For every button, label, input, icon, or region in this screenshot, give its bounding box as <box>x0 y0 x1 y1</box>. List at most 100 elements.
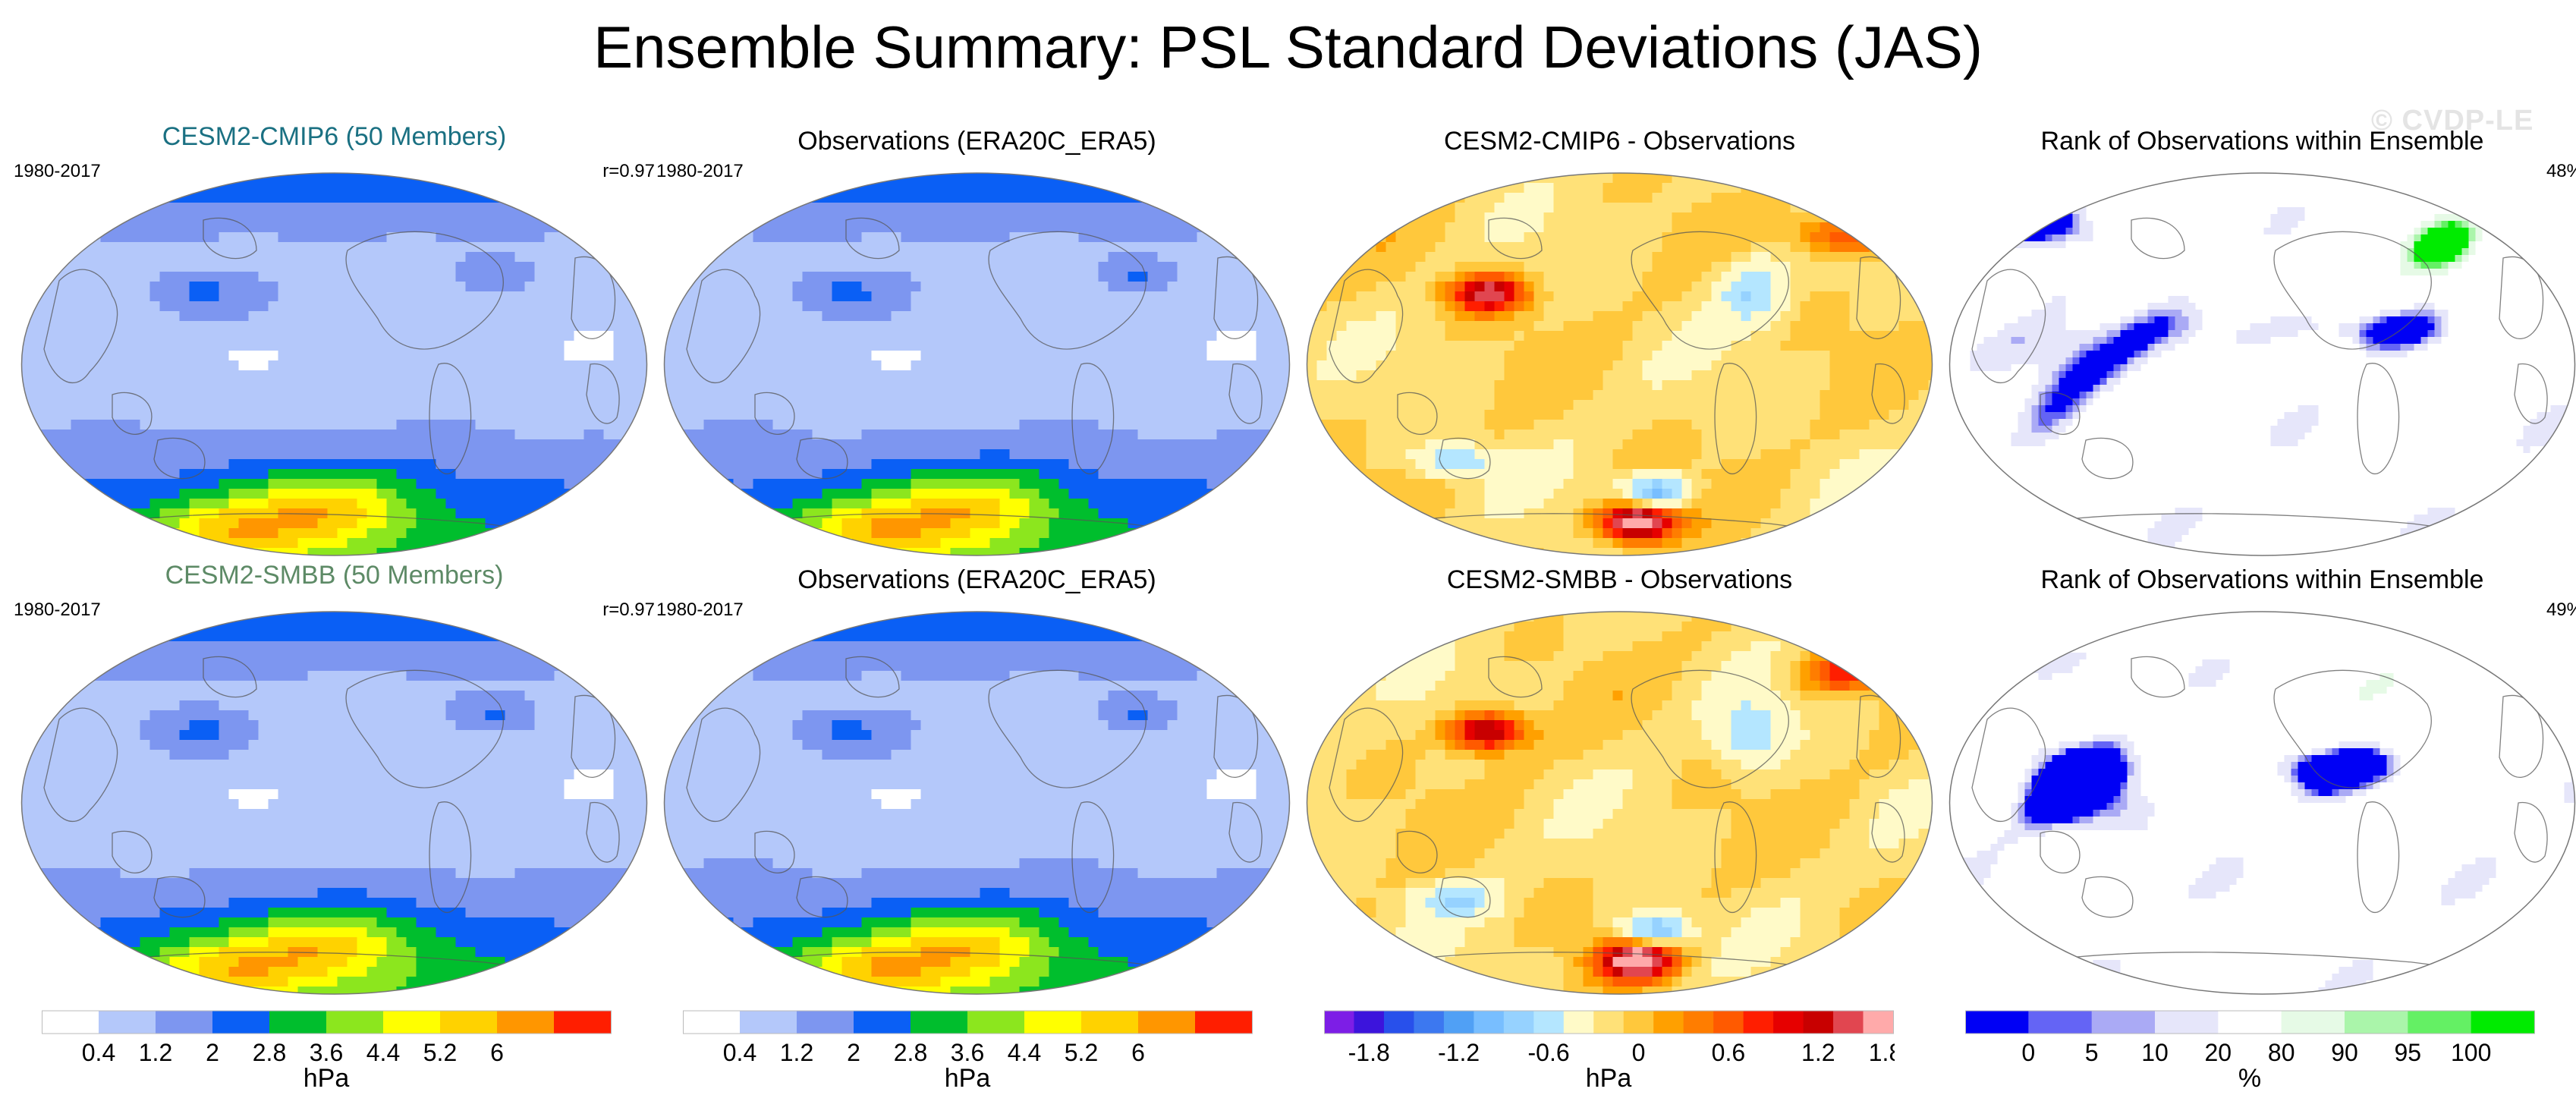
colorbar-tick-label: 0.6 <box>1712 1039 1745 1065</box>
colorbar-tick-label: 5.2 <box>1065 1039 1098 1065</box>
colorbar-tick-label: 4.4 <box>366 1039 400 1065</box>
map-heatmap <box>20 611 648 995</box>
colorbar-swatch <box>1965 1011 2029 1034</box>
colorbar: 0 5 10 20 80 90 95 100% <box>1965 1009 2535 1093</box>
map-panel: CESM2-CMIP6 (50 Members) 1980-2017 r=0.97 <box>14 121 655 562</box>
map-panel: Rank of Observations within Ensemble 48% <box>1942 121 2576 562</box>
colorbar-swatch <box>1653 1011 1684 1034</box>
colorbar-swatch <box>2218 1011 2282 1034</box>
panel-title: CESM2-CMIP6 - Observations <box>1299 126 1940 156</box>
panel-title: Rank of Observations within Ensemble <box>1942 565 2576 595</box>
map-heatmap <box>20 172 648 556</box>
colorbar-tick-label: 5 <box>2085 1039 2099 1065</box>
panel-rank-percent: 49% <box>2546 599 2576 621</box>
colorbar-swatch <box>2091 1011 2156 1034</box>
map-field <box>1949 612 2575 994</box>
colorbar-swatch <box>2408 1011 2472 1034</box>
colorbar-tick-label: 2 <box>206 1039 219 1065</box>
colorbar-swatch <box>1081 1011 1139 1034</box>
colorbar-tick-label: -1.8 <box>1348 1039 1390 1065</box>
colorbar-tick-label: 20 <box>2205 1039 2232 1065</box>
colorbar-swatch <box>2028 1011 2093 1034</box>
watermark: © CVDP-LE <box>2371 105 2534 137</box>
colorbar-swatch <box>1803 1011 1834 1034</box>
colorbar-swatch <box>911 1011 968 1034</box>
figure-title: Ensemble Summary: PSL Standard Deviation… <box>0 9 2576 85</box>
panel-period: 1980-2017 <box>656 599 744 621</box>
colorbar-tick-label: 6 <box>490 1039 504 1065</box>
colorbar-tick-label: 4.4 <box>1008 1039 1041 1065</box>
colorbar-swatch <box>1593 1011 1625 1034</box>
map-border <box>1306 611 1933 995</box>
colorbar-tick-label: 2.8 <box>253 1039 286 1065</box>
colorbar-swatch <box>1024 1011 1082 1034</box>
colorbar-unit: hPa <box>683 1064 1252 1093</box>
colorbar-swatch <box>42 1011 99 1034</box>
colorbar-swatches: 0.4 1.2 2 2.8 3.6 4.4 5.2 6 <box>42 1010 612 1065</box>
colorbar-tick-label: 1.2 <box>1801 1039 1835 1065</box>
panel-title: CESM2-CMIP6 (50 Members) <box>14 121 655 152</box>
map-border <box>20 611 648 995</box>
map-panel: CESM2-SMBB (50 Members) 1980-2017 r=0.97 <box>14 560 655 1000</box>
map-heatmap <box>1949 172 2576 556</box>
colorbar-swatch <box>99 1011 156 1034</box>
colorbar-swatches: 0 5 10 20 80 90 95 100 <box>1965 1010 2535 1065</box>
colorbar-swatch <box>212 1011 270 1034</box>
colorbar-tick-label: 2 <box>847 1039 860 1065</box>
colorbar: -1.8 -1.2 -0.6 0 0.6 1.2 1.8hPa <box>1324 1009 1895 1093</box>
colorbar-swatch <box>2471 1011 2535 1034</box>
colorbar-swatch <box>1683 1011 1714 1034</box>
panel-period: 1980-2017 <box>14 599 101 621</box>
colorbar-swatch <box>2155 1011 2219 1034</box>
colorbar-swatch <box>1383 1011 1414 1034</box>
colorbar-tick-label: 10 <box>2141 1039 2169 1065</box>
panel-title: Rank of Observations within Ensemble <box>1942 126 2576 156</box>
colorbar-swatch <box>497 1011 555 1034</box>
colorbar-swatch <box>1863 1011 1894 1034</box>
colorbar-swatch <box>1324 1011 1354 1034</box>
panel-title: CESM2-SMBB - Observations <box>1299 565 1940 595</box>
colorbar-tick-label: 1.8 <box>1869 1039 1895 1065</box>
map-heatmap <box>1949 611 2576 995</box>
colorbar: 0.4 1.2 2 2.8 3.6 4.4 5.2 6 hPa <box>42 1009 612 1093</box>
colorbar-swatch <box>1773 1011 1804 1034</box>
colorbar-swatch <box>2281 1011 2345 1034</box>
colorbar-swatches: -1.8 -1.2 -0.6 0 0.6 1.2 1.8 <box>1324 1010 1895 1065</box>
panel-period: 1980-2017 <box>656 161 744 182</box>
map-panel: Observations (ERA20C_ERA5) 1980-2017 <box>656 121 1297 562</box>
colorbar: 0.4 1.2 2 2.8 3.6 4.4 5.2 6 hPa <box>683 1009 1253 1093</box>
colorbar-swatch <box>326 1011 384 1034</box>
colorbar-swatch <box>1195 1011 1253 1034</box>
map-border <box>1949 172 2576 556</box>
colorbar-swatch <box>440 1011 498 1034</box>
map-heatmap <box>1306 172 1933 556</box>
panel-title: Observations (ERA20C_ERA5) <box>656 565 1297 595</box>
colorbar-tick-label: 0 <box>1632 1039 1646 1065</box>
colorbar-swatch <box>1743 1011 1774 1034</box>
colorbar-tick-label: 2.8 <box>894 1039 927 1065</box>
colorbar-swatch <box>269 1011 327 1034</box>
panel-correlation: r=0.97 <box>602 161 655 182</box>
map-heatmap <box>1306 611 1933 995</box>
colorbar-swatch <box>2345 1011 2408 1034</box>
colorbar-tick-label: -0.6 <box>1528 1039 1570 1065</box>
colorbar-tick-label: 3.6 <box>951 1039 984 1065</box>
map-panel: CESM2-CMIP6 - Observations <box>1299 121 1940 562</box>
colorbar-swatch <box>1138 1011 1196 1034</box>
coastlines <box>686 656 1263 986</box>
colorbar-swatch <box>1414 1011 1445 1034</box>
colorbar-swatch <box>1443 1011 1474 1034</box>
colorbar-swatch <box>1563 1011 1594 1034</box>
colorbar-swatch <box>683 1011 741 1034</box>
map-border <box>20 172 648 556</box>
colorbar-tick-label: 0 <box>2021 1039 2035 1065</box>
panel-title: Observations (ERA20C_ERA5) <box>656 126 1297 156</box>
colorbar-swatch <box>1354 1011 1385 1034</box>
colorbar-unit: % <box>1965 1064 2534 1093</box>
colorbar-unit: hPa <box>1324 1064 1893 1093</box>
colorbar-swatch <box>967 1011 1025 1034</box>
map-panel: Rank of Observations within Ensemble 49% <box>1942 560 2576 1000</box>
map-heatmap <box>663 172 1291 556</box>
colorbar-tick-label: 100 <box>2451 1039 2491 1065</box>
colorbar-swatch <box>156 1011 213 1034</box>
